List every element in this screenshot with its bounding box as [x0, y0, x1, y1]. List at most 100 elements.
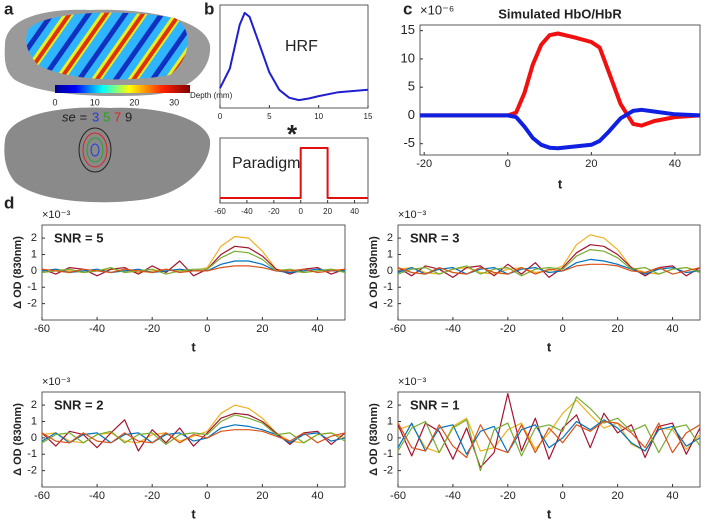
x-tick-label: 40: [666, 323, 678, 335]
data-line: [41, 429, 346, 444]
x-tick-label: -60: [34, 323, 50, 335]
x-tick-label: 10: [314, 112, 323, 121]
x-tick-label: 40: [350, 207, 359, 216]
y-tick-label: -1: [27, 448, 37, 460]
se-value: 5: [103, 109, 110, 124]
x-tick-label: 20: [256, 323, 268, 335]
data-line: [41, 414, 346, 445]
x-axis-label: t: [547, 339, 552, 354]
x-tick-label: 20: [612, 323, 624, 335]
x-tick-label: 40: [311, 323, 323, 335]
x-tick-label: -20: [416, 158, 432, 170]
axis-exponent: ×10⁻³: [42, 376, 70, 388]
x-axis-label: t: [547, 506, 552, 521]
annotation: HRF: [285, 38, 318, 55]
x-axis-label: t: [191, 506, 196, 521]
x-tick-label: -40: [241, 207, 253, 216]
panel-label: b: [204, 0, 214, 18]
axes-box: [219, 4, 369, 109]
data-line: [219, 11, 369, 102]
colorbar: [55, 85, 190, 93]
data-line: [397, 420, 701, 459]
panel-label: a: [4, 0, 14, 18]
axes-box: [419, 24, 701, 156]
y-tick-label: -1: [383, 448, 393, 460]
colorbar-tick-label: 30: [169, 97, 179, 107]
data-line: [397, 396, 701, 472]
se-label: se =: [62, 109, 87, 124]
annotation: SNR = 1: [410, 397, 460, 412]
x-tick-label: 0: [204, 323, 210, 335]
x-tick-label: 0: [204, 490, 210, 502]
y-axis-label: Δ OD (830nm): [12, 403, 24, 476]
data-line: [420, 31, 701, 128]
y-tick-label: 2: [387, 232, 393, 244]
se-value: 3: [92, 109, 99, 124]
y-tick-label: -1: [27, 281, 37, 293]
brain-bottom: [4, 107, 211, 203]
x-tick-label: 20: [585, 158, 597, 170]
x-axis-label: t: [191, 339, 196, 354]
x-tick-label: 40: [669, 158, 681, 170]
y-tick-label: -2: [383, 298, 393, 310]
axis-exponent: ×10⁻⁶: [420, 2, 454, 17]
se-value: 7: [114, 109, 121, 124]
y-tick-label: -2: [27, 298, 37, 310]
chart-title: Simulated HbO/HbR: [498, 6, 622, 21]
axes-box: [397, 391, 701, 488]
y-tick-label: -2: [383, 465, 393, 477]
y-tick-label: 2: [387, 399, 393, 411]
y-tick-label: 0: [31, 432, 37, 444]
x-tick-label: -40: [89, 490, 105, 502]
se-value: 9: [125, 109, 132, 124]
axis-exponent: ×10⁻³: [398, 209, 426, 221]
x-tick-label: -20: [144, 323, 160, 335]
x-tick-label: 20: [256, 490, 268, 502]
x-tick-label: 40: [311, 490, 323, 502]
brain-top: [4, 9, 211, 97]
data-line: [220, 147, 368, 199]
axes-box: [41, 391, 346, 488]
data-line: [397, 258, 701, 275]
data-line: [41, 412, 346, 452]
data-line: [420, 107, 701, 151]
y-tick-label: 0: [31, 265, 37, 277]
x-tick-label: -20: [144, 490, 160, 502]
y-tick-label: -2: [27, 465, 37, 477]
y-axis-label: Δ OD (830nm): [368, 236, 380, 309]
annotation: SNR = 5: [54, 230, 104, 245]
colorbar-tick-label: 10: [90, 97, 100, 107]
x-tick-label: 0: [560, 323, 566, 335]
y-tick-label: 1: [387, 248, 393, 260]
x-tick-label: 0: [560, 490, 566, 502]
y-tick-label: 0: [387, 432, 393, 444]
x-tick-label: -40: [89, 323, 105, 335]
y-tick-label: 2: [31, 399, 37, 411]
x-tick-label: 40: [666, 490, 678, 502]
x-tick-label: 20: [612, 490, 624, 502]
annotation: Paradigm: [232, 155, 300, 172]
x-tick-label: -20: [500, 490, 516, 502]
annotation: SNR = 2: [54, 397, 104, 412]
x-tick-label: -40: [445, 323, 461, 335]
y-tick-label: 1: [31, 248, 37, 260]
y-axis-label: Δ OD (830nm): [12, 236, 24, 309]
x-tick-label: -60: [214, 207, 226, 216]
x-tick-label: 0: [299, 207, 304, 216]
axis-exponent: ×10⁻³: [42, 209, 70, 221]
data-line: [397, 393, 701, 468]
panel-label: c: [403, 0, 412, 18]
data-line: [397, 263, 701, 275]
y-tick-label: 0: [408, 107, 415, 122]
y-tick-label: 1: [31, 415, 37, 427]
x-tick-label: -20: [268, 207, 280, 216]
x-tick-label: 0: [505, 158, 511, 170]
x-tick-label: -20: [500, 323, 516, 335]
data-line: [41, 424, 346, 444]
y-tick-label: 0: [387, 265, 393, 277]
annotation: SNR = 3: [410, 230, 460, 245]
y-tick-label: 2: [31, 232, 37, 244]
x-tick-label: 5: [267, 112, 272, 121]
x-tick-label: 20: [323, 207, 332, 216]
